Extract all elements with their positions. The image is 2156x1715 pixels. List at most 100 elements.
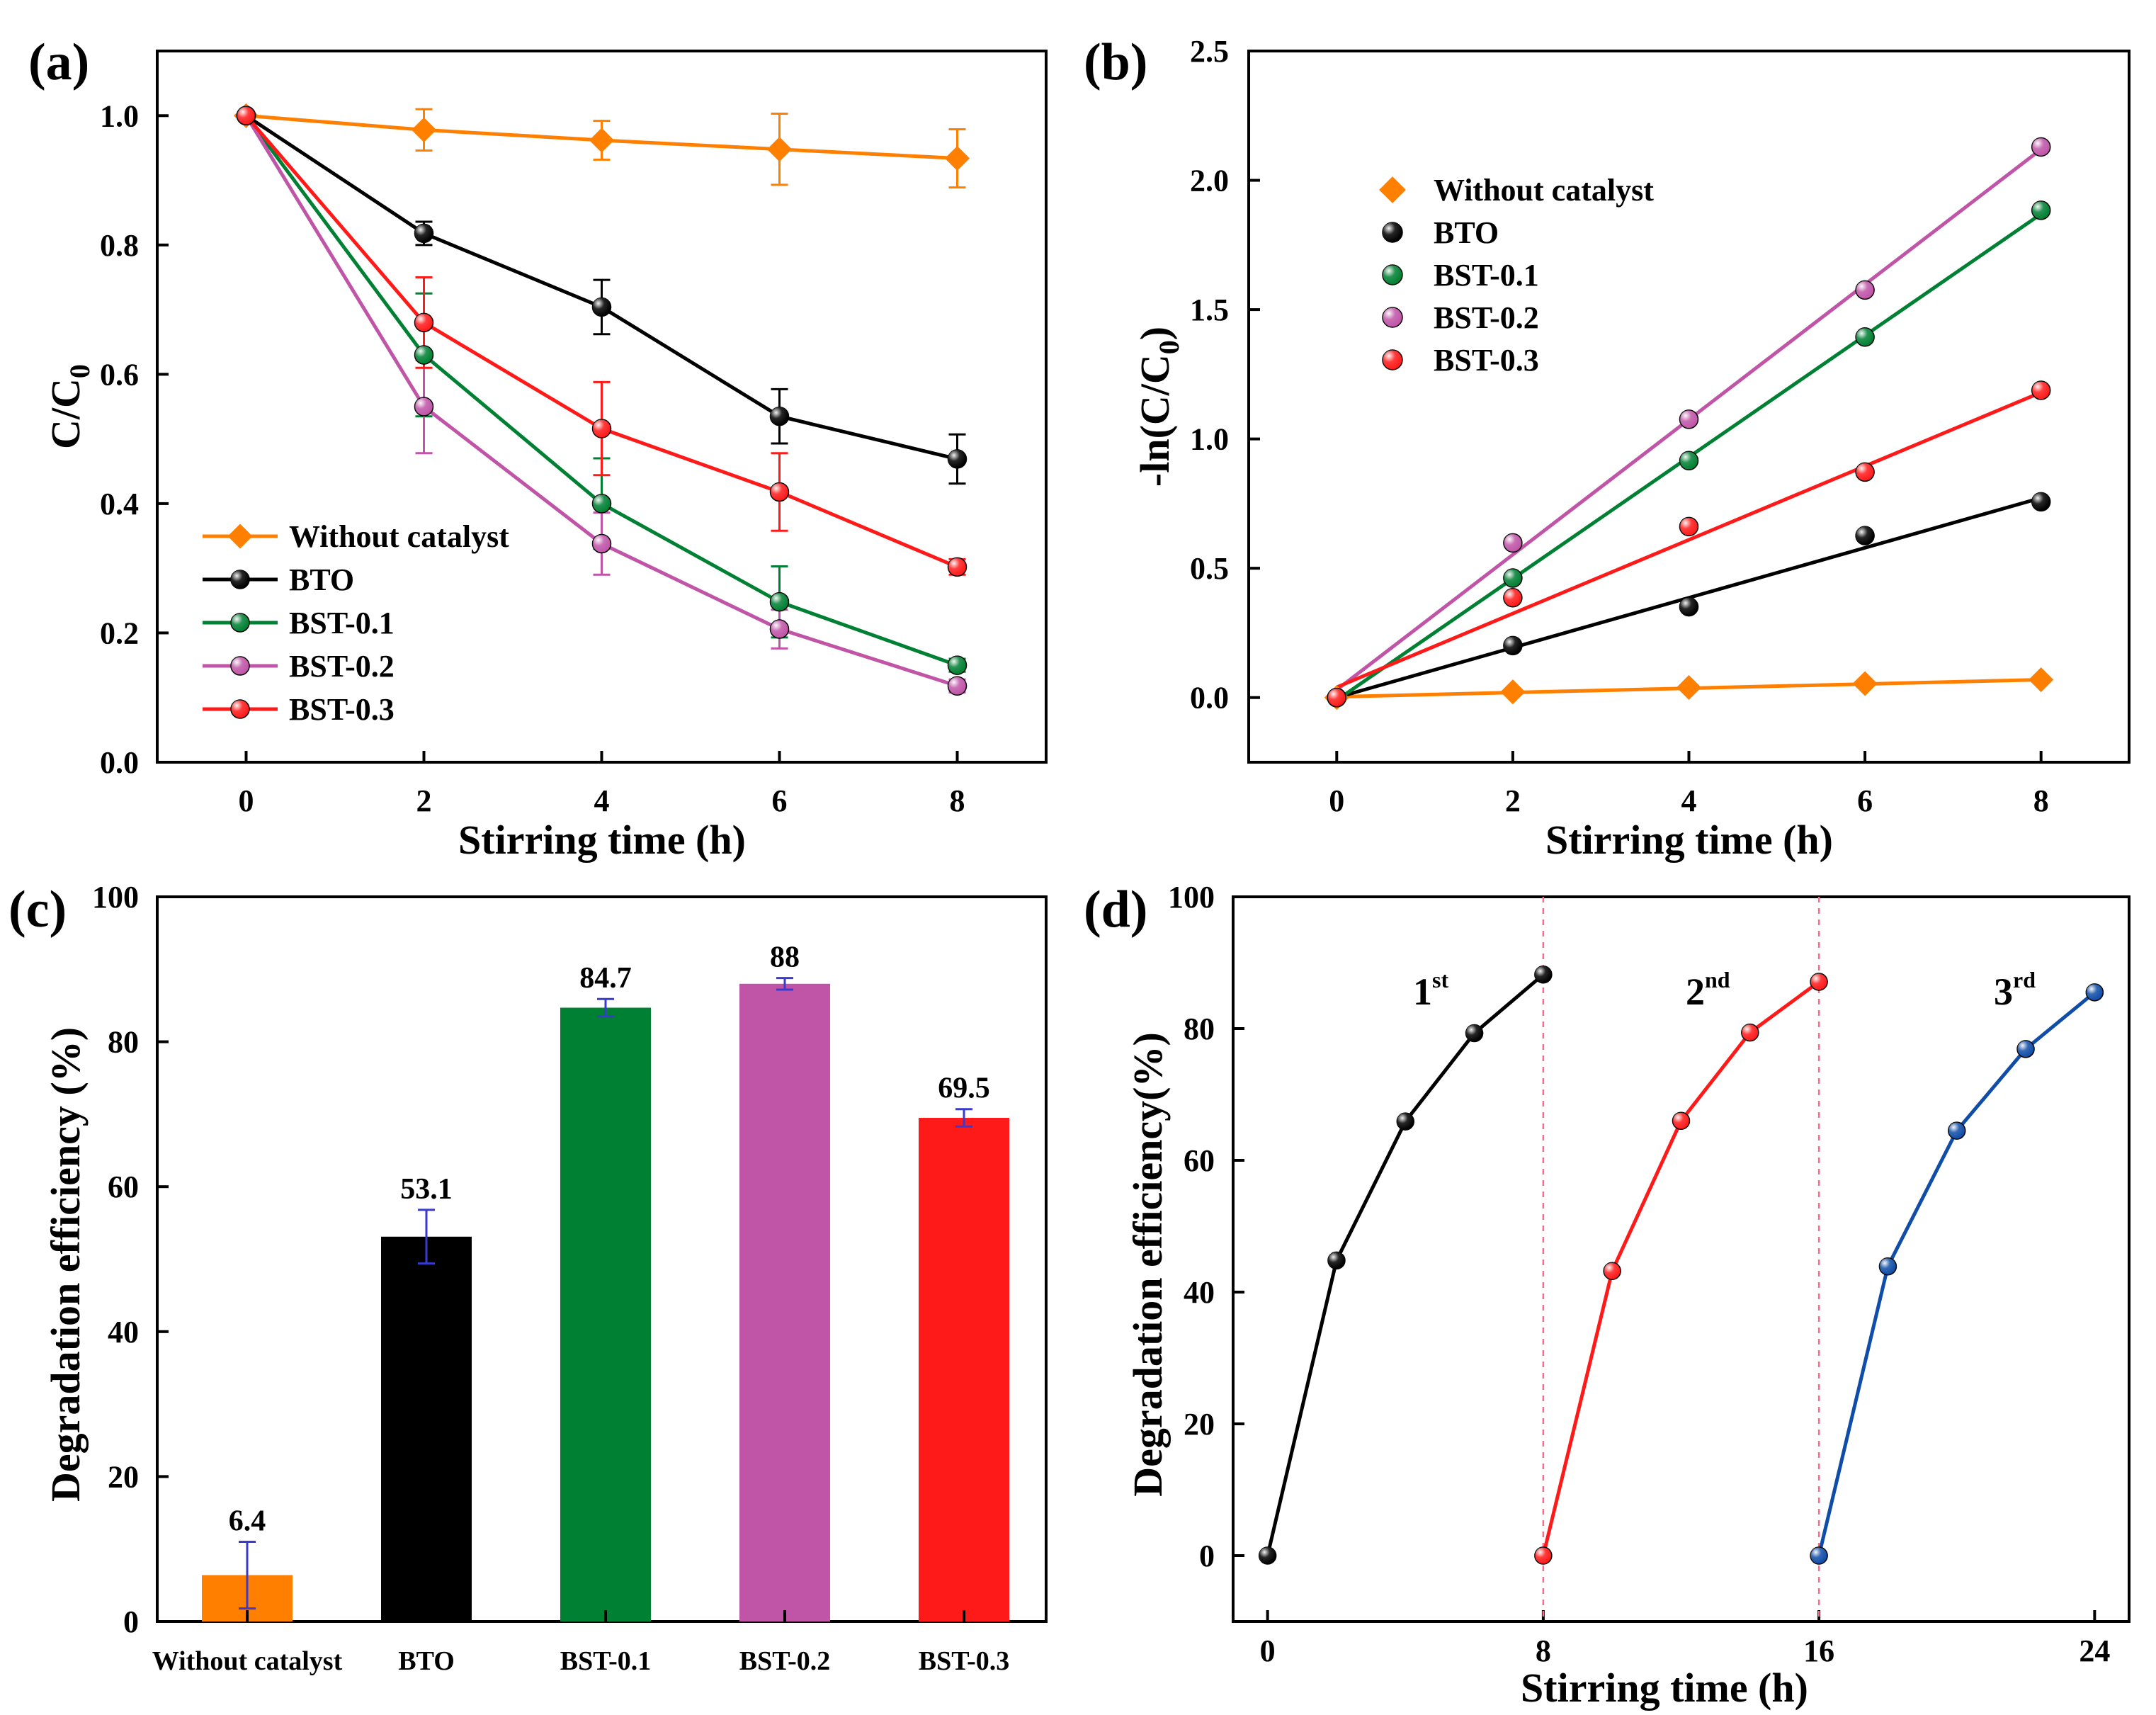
legend-bst03-marker (1382, 349, 1403, 370)
legend-bst02-marker-highlight (1383, 307, 1402, 327)
bar-without-value-label: 6.4 (229, 1505, 266, 1537)
panel-c-label: (c) (8, 881, 67, 939)
series-bst03-point-highlight (1856, 463, 1875, 482)
y-tick-label: 20 (108, 1459, 139, 1494)
cycle-3-label-suffix: rd (2013, 967, 2036, 992)
panel-a-y-ticks: 0.0 0.2 0.4 0.6 0.8 1.0 (100, 98, 169, 780)
series-bst03-point (591, 419, 612, 438)
cycle-3-point (2085, 983, 2104, 1002)
cycle-2-label-number: 2 (1686, 970, 1705, 1013)
cycle-2-point (1534, 1546, 1553, 1565)
panel-a-label: (a) (28, 33, 89, 91)
panel-b-x-ticks: 0 2 4 6 8 (1329, 751, 2049, 818)
cycle-2-point (1603, 1262, 1621, 1280)
panel-d-frame (1232, 895, 2131, 1623)
x-tick-label: 2 (416, 783, 432, 818)
cycle-1-label-suffix: st (1432, 967, 1448, 992)
legend-bst02-label: BST-0.2 (289, 649, 395, 684)
legend-bst01-marker-highlight (1383, 265, 1402, 285)
series-bst02-point-highlight (1856, 281, 1875, 300)
series-bst03-point-highlight (1679, 517, 1698, 536)
series-bto-point (414, 223, 434, 244)
series-without-point (1852, 671, 1878, 696)
y-tick-label: 0 (123, 1604, 139, 1639)
series-bto-point (2031, 492, 2051, 512)
cycle-3-line (1817, 990, 2096, 1556)
panel-a-y-axis-title-main: C/C (42, 378, 89, 449)
legend-bst03-marker-highlight (231, 700, 249, 718)
series-bto-point-highlight (2031, 492, 2050, 511)
bar-bto (381, 1236, 472, 1621)
bar-bst01 (560, 1007, 651, 1621)
panel-d-x-axis-title: Stirring time (h) (1521, 1665, 1808, 1711)
x-tick-label: 4 (594, 783, 610, 818)
cycle-1-point (1465, 1024, 1484, 1043)
legend-bst02-marker (1382, 307, 1403, 328)
series-bst02-point-highlight (948, 677, 967, 696)
series-bst01-point-highlight (770, 592, 789, 611)
series-bst03-fit-line (1336, 390, 2042, 689)
y-tick-label: 100 (1168, 880, 1215, 915)
y-tick-label: 100 (92, 880, 139, 915)
series-bst03-point (414, 312, 434, 333)
panel-c-y-axis-title: Degradation efficiency (%) (42, 1027, 89, 1502)
cycle-1-label: 1st (1413, 967, 1448, 1013)
cycle-3-point-highlight (1810, 1547, 1828, 1564)
series-bst02-point-highlight (1679, 409, 1698, 429)
panel-a-legend: Without catalyst BTO BST-0.1 BST-0.2 BST-0.3 (203, 519, 509, 727)
series-bst03-point (769, 482, 790, 502)
panel-a-series (233, 103, 970, 696)
y-tick-label: 0 (1199, 1539, 1215, 1573)
y-tick-label: 0.6 (100, 357, 139, 392)
legend-bst03-label: BST-0.3 (1434, 343, 1539, 378)
series-bto-point-highlight (592, 298, 611, 317)
series-bst03-point-highlight (948, 557, 967, 577)
series-bst02-point (1855, 280, 1875, 300)
panel-b-series (1324, 137, 2054, 711)
y-tick-label: 2.0 (1190, 164, 1229, 198)
legend-bto-label: BTO (1434, 215, 1499, 250)
series-bst02-point (947, 676, 968, 696)
series-bst03-point-highlight (237, 106, 256, 125)
cycle-1-point (1327, 1251, 1346, 1270)
panel-a-y-axis-title: C/C0 (42, 364, 96, 449)
category-label-bst03: BST-0.3 (919, 1646, 1010, 1676)
cycle-1-point (1534, 965, 1553, 984)
series-without-point (1500, 679, 1526, 705)
cycle-2-label: 2nd (1686, 967, 1730, 1013)
cycle-1-point-highlight (1534, 966, 1552, 983)
series-bst01-point-highlight (1679, 451, 1698, 470)
cycle-2-point-highlight (1741, 1024, 1759, 1041)
y-tick-label: 60 (108, 1170, 139, 1204)
bar-bto-value-label: 53.1 (400, 1173, 453, 1206)
panel-b-legend: Without catalyst BTO BST-0.1 BST-0.2 BST-0.3 (1379, 173, 1654, 378)
panel-b: (b) 0.0 0.5 1.0 1.5 2.0 2.5 0 2 4 6 8 Stirring ti… (1084, 33, 2131, 863)
bar-bst03 (919, 1118, 1009, 1621)
series-bto-point-highlight (1679, 597, 1698, 616)
series-bst02-point (769, 619, 790, 639)
series-without-point (944, 145, 970, 171)
series-bst03-point-highlight (414, 313, 433, 332)
y-tick-label: 0.4 (100, 487, 139, 521)
legend-bto-marker-highlight (1383, 222, 1402, 242)
series-bst02-point (2031, 137, 2051, 157)
series-bst03-point-highlight (1503, 588, 1522, 607)
panel-b-y-axis-title-tail: ) (1132, 327, 1178, 340)
panel-c: (c) 0 20 40 60 80 100 Degradation efficiency … (8, 880, 1048, 1676)
panel-b-y-ticks: 0.0 0.5 1.0 1.5 2.0 2.5 (1190, 34, 1260, 715)
panel-d: (d) 0 20 40 60 80 100 0 8 16 24 Stirring time (h… (1084, 880, 2131, 1711)
series-without-point (2029, 667, 2054, 693)
panel-a: (a) 0.0 0.2 0.4 0.6 0.8 1.0 0 2 4 6 8 Stirring ti… (28, 33, 1048, 863)
series-bto-point (1679, 596, 1699, 617)
panel-b-label: (b) (1084, 33, 1147, 91)
panel-c-y-ticks: 0 20 40 60 80 100 (92, 880, 169, 1639)
series-bst03-point-highlight (770, 482, 789, 502)
legend-bto-label: BTO (289, 562, 354, 597)
series-bst02-point (1679, 409, 1699, 429)
panel-a-y-axis-title-sub: 0 (64, 364, 96, 378)
cycle-1-label-number: 1 (1413, 970, 1432, 1013)
x-tick-label: 8 (1536, 1634, 1551, 1668)
cycle-2-point (1741, 1023, 1759, 1042)
cycle-2-label-suffix: nd (1705, 967, 1730, 992)
cycle-3-point-highlight (2086, 983, 2104, 1001)
